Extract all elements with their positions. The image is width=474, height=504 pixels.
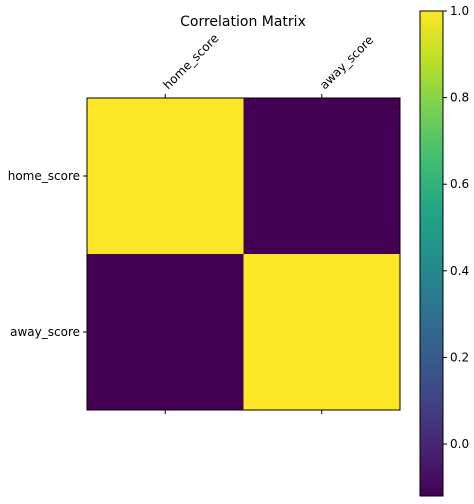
y-axis-ticks: home_score away_score bbox=[8, 169, 87, 339]
heatmap-cell-1-0 bbox=[87, 254, 244, 410]
x-tick-label: home_score bbox=[160, 31, 221, 92]
colorbar-tick-label: 0.4 bbox=[450, 264, 469, 278]
heatmap-cell-0-1 bbox=[243, 98, 400, 254]
heatmap-cell-1-1 bbox=[243, 254, 400, 410]
colorbar-tick-label: 0.8 bbox=[450, 91, 469, 105]
colorbar-tick-label: 0.6 bbox=[450, 177, 469, 191]
heatmap-cell-0-0 bbox=[87, 98, 244, 254]
chart-title: Correlation Matrix bbox=[180, 14, 306, 30]
x-tick-label: away_score bbox=[317, 33, 376, 92]
colorbar-tick-label: 1.0 bbox=[450, 4, 469, 18]
colorbar bbox=[419, 10, 444, 497]
y-tick-label: home_score bbox=[8, 169, 80, 183]
colorbar-ticks: 0.0 0.2 0.4 0.6 0.8 1.0 bbox=[443, 4, 469, 451]
plot-frame bbox=[86, 97, 401, 411]
y-tick-label: away_score bbox=[10, 325, 80, 339]
heatmap-cells bbox=[87, 98, 400, 410]
colorbar-tick-label: 0.2 bbox=[450, 350, 469, 364]
colorbar-tick-label: 0.0 bbox=[450, 437, 469, 451]
